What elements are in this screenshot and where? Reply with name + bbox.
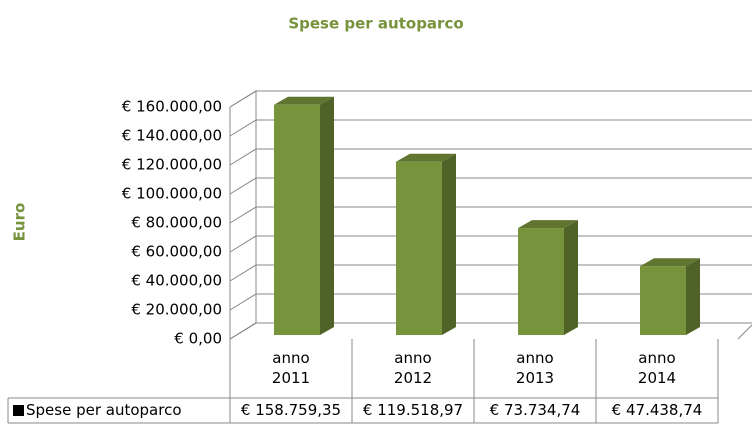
grid-line	[229, 322, 752, 340]
chart-title: Spese per autoparco	[288, 15, 463, 33]
bar	[518, 228, 564, 335]
value-label: € 47.438,74	[611, 401, 703, 419]
bar-side	[686, 258, 700, 335]
bar	[274, 104, 320, 335]
bar-side	[564, 220, 578, 335]
y-tick-label: € 140.000,00	[122, 127, 222, 145]
value-label: € 119.518,97	[362, 401, 464, 419]
legend-key	[13, 405, 24, 416]
bar-top	[274, 96, 334, 105]
y-tick-label: € 40.000,00	[131, 272, 222, 290]
legend-label: Spese per autoparco	[26, 401, 182, 419]
y-tick-label: € 80.000,00	[131, 214, 222, 232]
grid-line	[229, 177, 752, 195]
grid-line	[229, 206, 752, 224]
y-tick-label: € 0,00	[174, 330, 222, 348]
x-tick-label: anno 2013	[515, 349, 555, 387]
bar-top	[518, 220, 578, 229]
grid-line	[229, 235, 752, 253]
grid-line	[229, 148, 752, 166]
bar	[640, 266, 686, 335]
bar-top	[396, 153, 456, 162]
x-tick-label: anno 2014	[637, 349, 677, 387]
bar-top	[640, 258, 700, 267]
value-label: € 158.759,35	[240, 401, 342, 419]
grid-line	[229, 90, 752, 108]
y-axis-label: Euro	[11, 203, 29, 242]
grid-line	[229, 264, 752, 282]
grid-line	[229, 293, 752, 311]
y-tick-label: € 120.000,00	[122, 156, 222, 174]
grid-line	[229, 119, 752, 137]
bar-side	[320, 96, 334, 335]
bar-side	[442, 153, 456, 335]
y-tick-label: € 100.000,00	[122, 185, 222, 203]
y-tick-label: € 20.000,00	[131, 301, 222, 319]
x-tick-label: anno 2012	[393, 349, 433, 387]
x-tick-label: anno 2011	[271, 349, 311, 387]
y-tick-label: € 160.000,00	[122, 98, 222, 116]
y-tick-label: € 60.000,00	[131, 243, 222, 261]
value-label: € 73.734,74	[489, 401, 581, 419]
bar	[396, 161, 442, 335]
